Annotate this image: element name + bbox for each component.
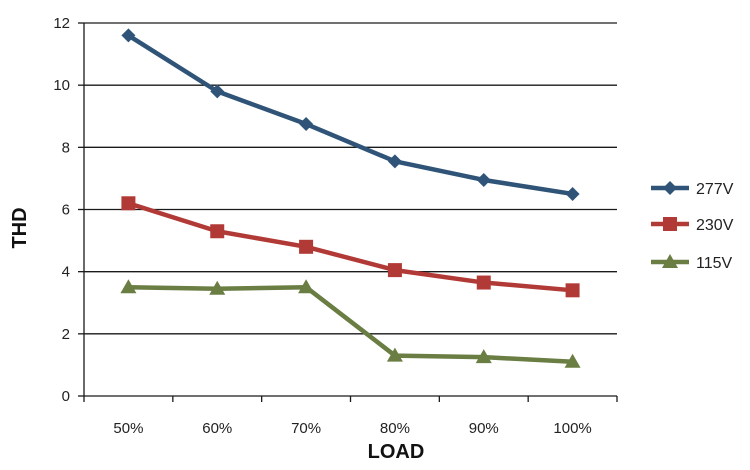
data-point-277v <box>565 186 580 201</box>
series-line-230v <box>127 201 573 293</box>
y-tick-label: 0 <box>62 388 70 405</box>
plot-series <box>120 28 581 368</box>
data-point-277v <box>121 28 136 43</box>
data-point-230v <box>476 275 491 290</box>
data-point-230v <box>299 239 314 254</box>
x-tick-label: 80% <box>380 420 410 437</box>
data-point-230v <box>121 196 136 211</box>
series-line-277v <box>127 33 573 197</box>
gridlines <box>84 22 617 335</box>
y-tick-label: 2 <box>62 326 70 343</box>
data-point-115v <box>209 280 226 295</box>
data-point-115v <box>564 353 581 368</box>
legend-marker-115v <box>662 254 678 268</box>
data-point-115v <box>298 279 315 294</box>
tick-labels: 0 2 4 6 8 10 12 50% 60% 70% 80% 90% 100% <box>53 15 591 437</box>
axes <box>78 22 618 402</box>
legend-marker-277v <box>663 181 677 195</box>
legend-label-115v: 115V <box>696 255 733 272</box>
x-tick-label: 90% <box>469 420 499 437</box>
y-tick-label: 4 <box>62 264 70 281</box>
y-axis-title: THD <box>9 207 31 248</box>
data-point-115v <box>386 347 403 362</box>
data-point-230v <box>565 283 580 298</box>
y-tick-label: 8 <box>62 139 70 156</box>
x-tick-label: 100% <box>553 420 591 437</box>
x-tick-label: 50% <box>113 420 143 437</box>
x-axis-title: LOAD <box>368 441 425 463</box>
legend: 277V 230V 115V <box>651 181 734 272</box>
legend-label-230v: 230V <box>696 217 734 234</box>
x-tick-label: 60% <box>202 420 232 437</box>
data-point-230v <box>210 224 225 239</box>
data-point-115v <box>475 349 492 364</box>
y-tick-label: 12 <box>53 15 70 32</box>
legend-marker-230v <box>663 217 677 231</box>
y-tick-label: 10 <box>53 77 70 94</box>
x-tick-label: 70% <box>291 420 321 437</box>
y-tick-label: 6 <box>62 202 70 219</box>
data-point-277v <box>387 154 402 169</box>
data-point-277v <box>299 117 314 132</box>
data-point-115v <box>120 279 137 294</box>
series-line-115v <box>128 284 573 365</box>
data-point-277v <box>210 84 225 99</box>
data-point-277v <box>476 172 491 187</box>
legend-label-277v: 277V <box>696 181 734 198</box>
data-point-230v <box>387 263 402 278</box>
